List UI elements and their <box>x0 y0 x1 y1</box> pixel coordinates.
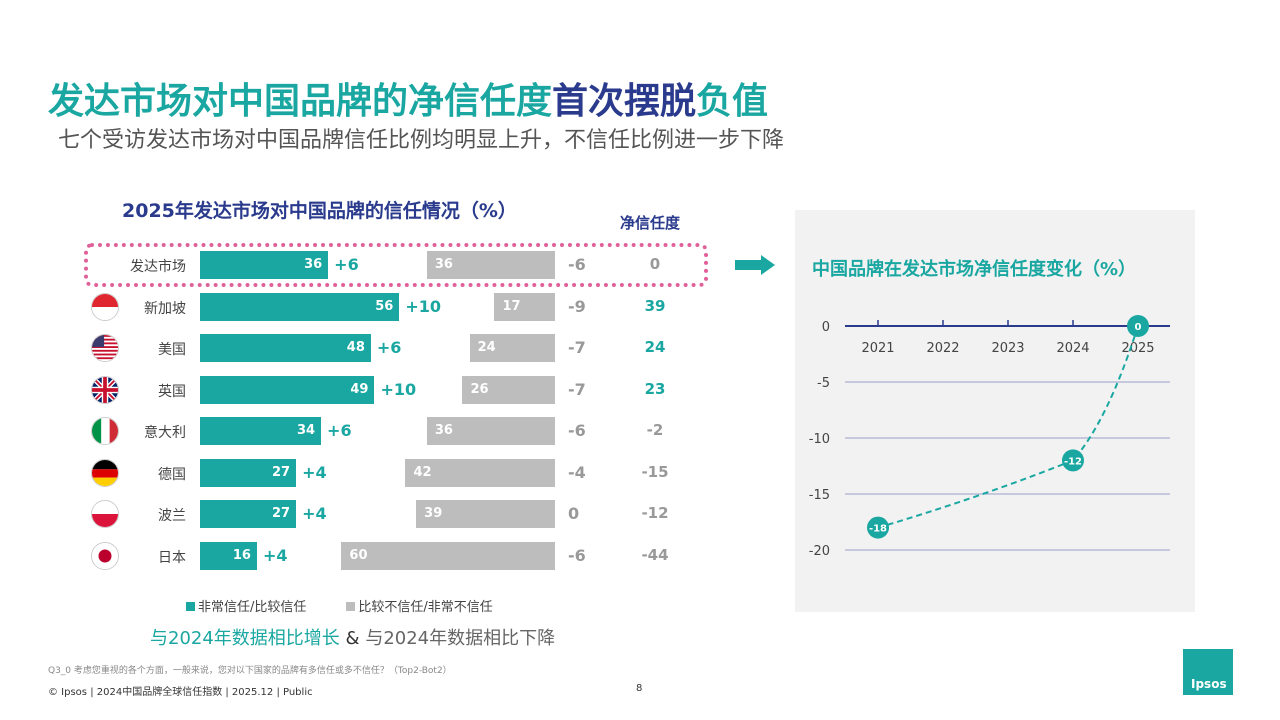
net-trust-value: 24 <box>644 338 666 356</box>
distrust-bar: 36 <box>426 251 555 279</box>
trust-change-label: +10 <box>380 379 417 399</box>
distrust-bar: 60 <box>341 541 555 570</box>
italy-flag-icon <box>91 417 119 445</box>
y-tick-label: -10 <box>809 432 830 447</box>
usa-flag-icon <box>91 334 119 362</box>
question-note: Q3_0 考虑您重视的各个方面，一般来说，您对以下国家的品牌有多信任或多不信任？… <box>48 666 452 676</box>
distrust-bar: 36 <box>426 417 555 445</box>
x-tick-label: 2022 <box>926 341 959 356</box>
distrust-change-label: -6 <box>568 545 586 565</box>
net-trust-value: -44 <box>641 545 669 564</box>
trust-bar: 27 <box>200 458 297 487</box>
distrust-change-label: 0 <box>568 504 580 523</box>
data-label: 0 <box>1135 322 1142 333</box>
bar-chart-title: 2025年发达市场对中国品牌的信任情况（%） <box>122 200 517 222</box>
bar-row: 日本 16 +4 60 -6 -44 <box>0 541 720 571</box>
data-point <box>867 516 889 539</box>
bar-row: 英国 49 +10 26 -7 23 <box>0 375 720 405</box>
distrust-bar: 39 <box>416 500 555 528</box>
series-line <box>877 325 1139 529</box>
singapore-flag-icon <box>91 292 119 321</box>
category-label: 意大利 <box>144 425 186 441</box>
net-trust-value: -15 <box>641 462 669 481</box>
category-label: 美国 <box>158 342 186 358</box>
distrust-change-label: -6 <box>568 255 586 274</box>
distrust-bar: 42 <box>405 458 555 487</box>
net-trust-value: -2 <box>646 421 664 439</box>
category-label: 波兰 <box>158 508 186 524</box>
page-subtitle: 七个受访发达市场对中国品牌信任比例均明显上升，不信任比例进一步下降 <box>58 128 785 153</box>
y-tick-label: -15 <box>809 488 830 503</box>
trust-change-label: +6 <box>327 421 352 440</box>
trust-change-label: +6 <box>334 255 359 274</box>
x-tick-label: 2025 <box>1121 341 1154 356</box>
category-label: 日本 <box>158 549 186 566</box>
bar-row: 意大利 34 +6 36 -6 -2 <box>0 416 720 446</box>
copyright: © Ipsos | 2024中国品牌全球信任指数 | 2025.12 | Pub… <box>48 687 313 698</box>
legend-swatch <box>186 602 195 611</box>
y-tick-label: -5 <box>817 376 830 391</box>
category-label: 德国 <box>158 466 186 483</box>
distrust-change-label: -9 <box>568 296 586 316</box>
line-chart-title: 中国品牌在发达市场净信任度变化（%） <box>812 259 1137 280</box>
trust-change-label: +4 <box>302 462 327 482</box>
arrow-right-icon <box>735 255 775 275</box>
y-tick-label: -20 <box>809 544 830 559</box>
page-number: 8 <box>636 683 643 694</box>
trust-change-label: +10 <box>405 296 442 316</box>
x-tick-label: 2023 <box>991 341 1024 356</box>
net-trust-value: 39 <box>644 296 666 315</box>
japan-flag-icon <box>91 541 119 570</box>
trust-bar: 16 <box>200 541 257 570</box>
data-point <box>1062 449 1084 472</box>
trust-change-label: +6 <box>376 338 402 357</box>
line-chart-panel <box>795 210 1195 612</box>
bar-row: 美国 48 +6 24 -7 24 <box>0 333 720 363</box>
trust-change-label: +4 <box>262 545 288 565</box>
trust-bar: 34 <box>200 417 322 445</box>
bar-row: 发达市场 36 +6 36 -6 0 <box>0 250 720 280</box>
poland-flag-icon <box>91 500 119 528</box>
distrust-change-label: -7 <box>568 338 586 357</box>
bar-row: 新加坡 56 +10 17 -9 39 <box>0 292 720 322</box>
trust-bar: 27 <box>200 500 297 528</box>
germany-flag-icon <box>91 458 119 487</box>
data-point <box>1127 315 1149 337</box>
net-trust-value: 23 <box>644 379 666 398</box>
page-title: 发达市场对中国品牌的净信任度首次摆脱负值 <box>48 81 769 122</box>
distrust-bar: 24 <box>469 334 555 362</box>
trust-bar: 48 <box>200 334 371 362</box>
distrust-change-label: -7 <box>568 379 586 399</box>
trust-bar: 49 <box>200 375 375 404</box>
legend: 非常信任/比较信任 比较不信任/非常不信任 <box>186 596 493 615</box>
bar-row: 波兰 27 +4 39 0 -12 <box>0 499 720 529</box>
net-trust-value: 0 <box>649 255 661 273</box>
x-tick-label: 2021 <box>861 341 894 356</box>
data-label: -18 <box>869 524 887 535</box>
bar-row: 德国 27 +4 42 -4 -15 <box>0 458 720 488</box>
net-trust-header: 净信任度 <box>620 214 681 232</box>
category-label: 英国 <box>158 383 186 400</box>
legend-swatch <box>346 602 356 611</box>
trust-change-label: +4 <box>302 504 327 523</box>
change-note: 与2024年数据相比增长 & 与2024年数据相比下降 <box>150 628 556 649</box>
distrust-change-label: -6 <box>568 421 586 440</box>
category-label: 新加坡 <box>144 300 186 317</box>
distrust-bar: 17 <box>494 292 555 321</box>
distrust-bar: 26 <box>462 375 555 404</box>
category-label: 发达市场 <box>130 259 186 275</box>
trust-bar: 56 <box>200 292 400 321</box>
x-tick-label: 2024 <box>1056 341 1089 356</box>
trust-bar: 36 <box>200 251 329 279</box>
data-label: -12 <box>1064 456 1082 467</box>
y-tick-label: 0 <box>822 320 830 335</box>
ipsos-logo: Ipsos <box>1183 649 1233 695</box>
distrust-change-label: -4 <box>568 462 586 482</box>
net-trust-value: -12 <box>641 504 669 522</box>
highlight-box <box>84 243 708 287</box>
